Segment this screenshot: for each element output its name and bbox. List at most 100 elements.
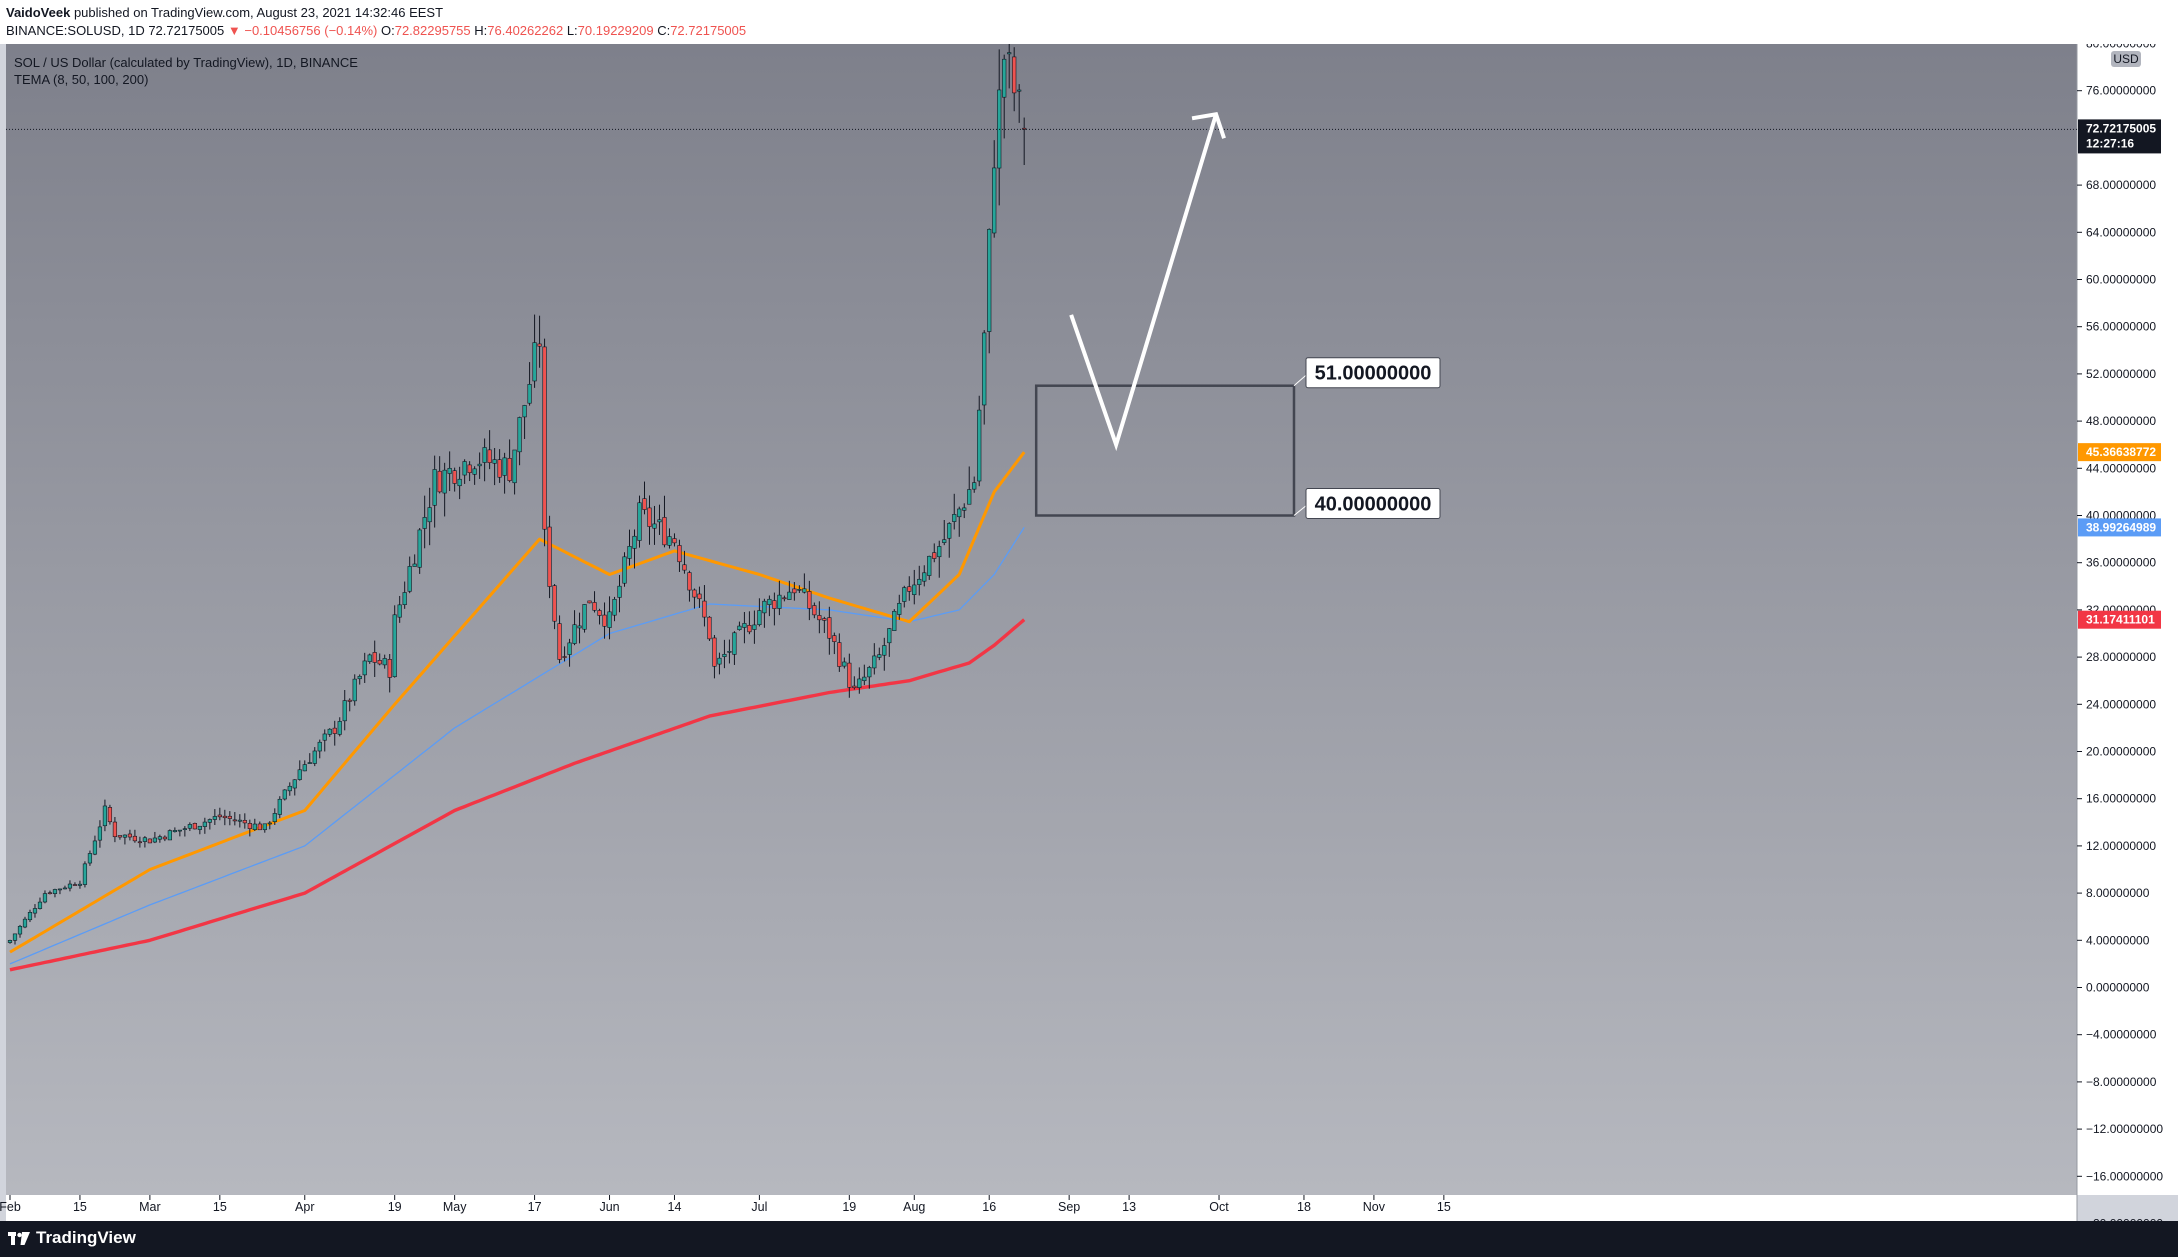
candle-body xyxy=(712,637,717,667)
candle-body xyxy=(197,825,202,830)
time-axis[interactable] xyxy=(6,1195,2077,1221)
candle-body xyxy=(272,813,277,822)
candle-body xyxy=(707,616,712,640)
candle-body xyxy=(122,834,128,838)
usd-badge-bg xyxy=(2111,51,2141,67)
candle-body xyxy=(907,586,912,592)
candle-body xyxy=(772,600,777,609)
candle-body xyxy=(172,830,177,833)
candle-body xyxy=(322,733,327,741)
tradingview-logo[interactable]: TradingView xyxy=(8,1228,136,1248)
candle-body xyxy=(167,830,172,841)
price-tag-bg xyxy=(2078,518,2161,537)
projection-arrowhead xyxy=(1191,112,1226,139)
target-zone[interactable]: 51.00000000 40.00000000 xyxy=(1034,357,1441,519)
y-tick-label: 56.00000000 xyxy=(2086,320,2156,334)
indicator-title[interactable]: TEMA (8, 50, 100, 200) xyxy=(14,72,149,87)
candle-body xyxy=(512,449,517,484)
symbol-title[interactable]: SOL / US Dollar (calculated by TradingVi… xyxy=(14,55,358,70)
candle-body xyxy=(447,467,452,474)
price-tag-value: 72.72175005 xyxy=(2086,121,2156,135)
candle-body xyxy=(482,447,487,463)
candle-body xyxy=(542,346,547,530)
x-tick-label: 13 xyxy=(1122,1200,1136,1214)
candle-body xyxy=(207,819,212,823)
candle-body xyxy=(402,592,407,605)
x-tick-label: 17 xyxy=(528,1200,542,1214)
x-tick-label: Nov xyxy=(1363,1200,1386,1214)
candle-body xyxy=(162,836,167,840)
price-chart[interactable]: 112.00000000108.00000000104.00000000100.… xyxy=(0,44,2178,1221)
candle-body xyxy=(552,585,557,622)
candle-body xyxy=(392,614,397,678)
x-tick-label: May xyxy=(443,1200,467,1214)
candle-body xyxy=(417,529,422,568)
candle-body xyxy=(347,699,352,702)
brand-name: TradingView xyxy=(36,1228,136,1247)
candle-body xyxy=(852,685,857,688)
candle-body xyxy=(902,587,907,602)
y-tick-label: 0.00000000 xyxy=(2086,981,2150,995)
candle-body xyxy=(142,837,147,842)
open-value: 72.82295755 xyxy=(394,23,471,38)
candle-body xyxy=(397,604,402,618)
x-tick-label: 16 xyxy=(982,1200,996,1214)
candle-body xyxy=(362,660,367,676)
candle-body xyxy=(702,600,707,618)
y-tick-label: 20.00000000 xyxy=(2086,745,2156,759)
candle-body xyxy=(337,721,342,735)
candle-body xyxy=(662,517,667,546)
plot-area[interactable] xyxy=(6,44,2077,1195)
candle-body xyxy=(202,821,207,827)
callout-box xyxy=(1305,488,1441,519)
candle-body xyxy=(252,823,257,830)
projection-arrow[interactable] xyxy=(1069,112,1226,452)
tema-line xyxy=(9,618,1026,972)
candle-body xyxy=(212,816,217,820)
candle-body xyxy=(522,405,527,418)
candle-body xyxy=(407,566,412,592)
candle-body xyxy=(827,617,832,639)
candle-body xyxy=(747,625,752,633)
candle-body xyxy=(1002,58,1007,98)
candle-body xyxy=(92,840,98,855)
candle-body xyxy=(767,598,772,605)
candle-body xyxy=(557,623,562,660)
candle-body xyxy=(17,925,23,935)
candle-body xyxy=(737,625,742,631)
x-tick-label: 14 xyxy=(668,1200,682,1214)
candle-body xyxy=(27,912,33,921)
candle-body xyxy=(887,628,892,644)
candle-body xyxy=(302,764,307,772)
candle-body xyxy=(132,835,138,842)
candle-body xyxy=(467,464,472,474)
candle-body xyxy=(37,901,43,909)
candle-body xyxy=(647,507,652,527)
candle-body xyxy=(452,470,457,484)
x-tick-label: 15 xyxy=(73,1200,87,1214)
x-tick-label: 19 xyxy=(842,1200,856,1214)
y-tick-label: 64.00000000 xyxy=(2086,225,2156,239)
candle-body xyxy=(812,605,817,616)
candle-body xyxy=(117,835,123,838)
y-tick-label: 60.00000000 xyxy=(2086,273,2156,287)
candle-body xyxy=(732,632,737,655)
candle-body xyxy=(72,884,78,886)
candle-body xyxy=(1012,56,1017,94)
candle-body xyxy=(42,893,48,903)
candle-body xyxy=(102,805,108,827)
candle-body xyxy=(12,933,18,941)
currency-badge[interactable]: USD xyxy=(2111,51,2141,67)
candle-body xyxy=(387,659,392,678)
candle-body xyxy=(507,457,512,481)
author-name[interactable]: VaidoVeek xyxy=(6,5,71,20)
candle-body xyxy=(287,785,292,792)
candle-body xyxy=(867,667,872,678)
candle-body xyxy=(237,819,242,822)
candle-body xyxy=(47,892,53,895)
x-tick-label: 19 xyxy=(388,1200,402,1214)
candle-body xyxy=(847,662,852,688)
candle-body xyxy=(672,538,677,544)
callout-label: 40.00000000 xyxy=(1315,494,1432,516)
candle-body xyxy=(562,656,567,658)
